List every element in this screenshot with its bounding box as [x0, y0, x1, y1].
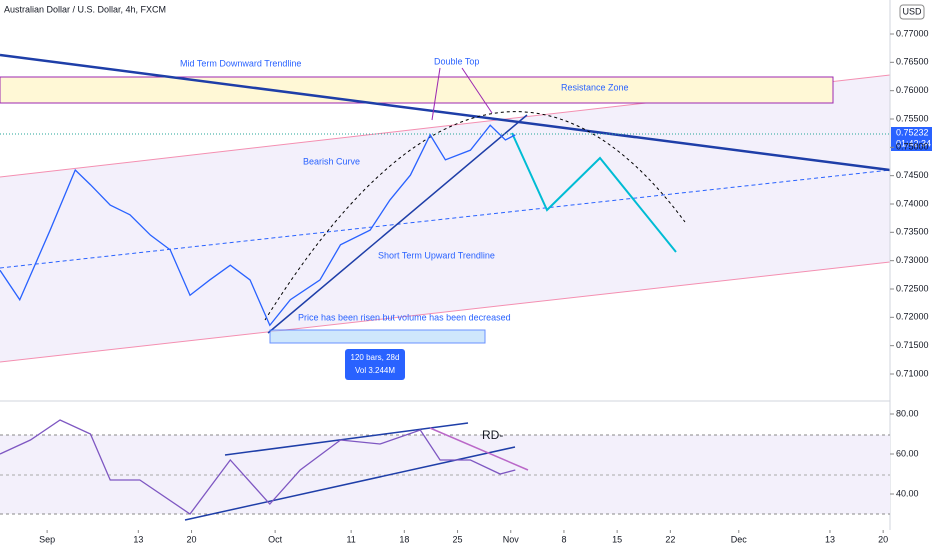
series-line: [0, 419, 516, 515]
rsi-divergence: [429, 427, 529, 471]
y-tick-label: 0.72000: [896, 312, 929, 322]
annotation: RD-: [482, 428, 503, 442]
last-price: 0.75232: [896, 127, 929, 137]
y-tick-label: 0.77000: [896, 28, 929, 38]
y-tick-label: 0.76000: [896, 85, 929, 95]
channel-mid: [0, 169, 891, 269]
x-tick-label: 25: [453, 534, 463, 544]
countdown: 01:42:34: [896, 138, 931, 148]
x-tick-label: Dec: [731, 534, 748, 544]
y-tick-label: 0.72500: [896, 283, 929, 293]
range-box: [269, 329, 486, 344]
resistance-zone: [0, 76, 834, 104]
x-tick-label: Oct: [268, 534, 283, 544]
y-tick-label: 0.75500: [896, 113, 929, 123]
y-tick-label: 0.73000: [896, 255, 929, 265]
y-tick-label: 0.74000: [896, 198, 929, 208]
projection: [511, 132, 677, 253]
y-tick-label: 0.75000: [896, 142, 929, 152]
x-tick-label: 8: [561, 534, 566, 544]
annotation: Short Term Upward Trendline: [378, 250, 495, 260]
annotation: Mid Term Downward Trendline: [180, 58, 301, 68]
double-top-arrow: [431, 67, 441, 121]
y-tick-label: 80.00: [896, 408, 919, 418]
range-label-box: [345, 349, 405, 380]
downward-trendline: [0, 53, 891, 172]
annotation: Bearish Curve: [303, 156, 360, 166]
upward-trendline: [267, 114, 528, 334]
annotation: Resistance Zone: [561, 82, 629, 92]
channel-lower: [0, 261, 891, 363]
y-tick-label: 40.00: [896, 488, 919, 498]
x-tick-label: 18: [399, 534, 409, 544]
channel-fill: [0, 75, 890, 362]
range-vol: Vol 3.244M: [355, 366, 395, 375]
price-box: [891, 127, 932, 151]
bearish-curve: [264, 111, 686, 321]
rsi-trend-lower: [184, 446, 516, 521]
x-tick-label: 11: [346, 534, 355, 544]
rsi-trend-upper: [224, 422, 469, 456]
y-tick-label: 0.71500: [896, 340, 929, 350]
x-tick-label: 13: [825, 534, 835, 544]
x-tick-label: 15: [612, 534, 622, 544]
header-title: Australian Dollar / U.S. Dollar, 4h, FXC…: [4, 4, 166, 14]
y-tick-label: 0.73500: [896, 227, 929, 237]
x-tick-label: 20: [878, 534, 888, 544]
currency: USD: [902, 6, 922, 16]
x-tick-label: Sep: [39, 534, 55, 544]
x-tick-label: 13: [133, 534, 143, 544]
x-tick-label: Nov: [503, 534, 520, 544]
y-tick-label: 0.76500: [896, 57, 929, 67]
currency-box: [899, 4, 925, 20]
range-bars: 120 bars, 28d: [351, 353, 400, 362]
x-tick-label: 22: [665, 534, 675, 544]
y-tick-label: 60.00: [896, 448, 919, 458]
y-tick-label: 0.71000: [896, 368, 929, 378]
y-tick-label: 0.74500: [896, 170, 929, 180]
x-tick-label: 20: [187, 534, 197, 544]
series-line: [0, 124, 516, 327]
double-top-arrow: [461, 67, 493, 114]
annotation: Double Top: [434, 56, 479, 66]
annotation: Price has been risen but volume has been…: [298, 312, 511, 322]
